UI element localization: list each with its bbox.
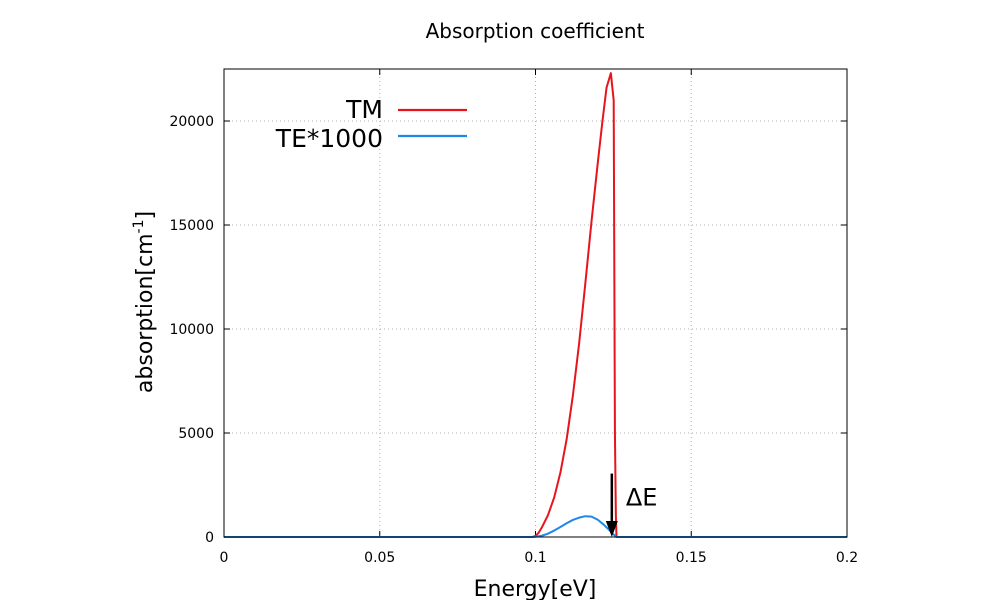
y-tick-label: 15000: [169, 218, 214, 234]
legend-label-tm: TM: [345, 95, 383, 124]
legend: TM TE*1000: [275, 95, 467, 153]
series-line-tm: [224, 72, 847, 538]
delta-e-arrow-head: [605, 521, 618, 537]
delta-e-annotation: ΔE: [605, 473, 658, 537]
y-axis-label: absorption[cm-1]: [131, 211, 158, 393]
y-tick-label: 20000: [169, 114, 214, 130]
plot-frame: [223, 68, 848, 538]
x-tick-label: 0.2: [836, 550, 858, 566]
legend-label-te: TE*1000: [275, 124, 383, 153]
y-tick-label: 5000: [178, 426, 214, 442]
x-tick-label: 0.05: [364, 550, 395, 566]
y-axis-label-base: absorption[cm: [133, 233, 158, 393]
y-axis-label-close: ]: [133, 211, 158, 220]
y-tick-label: 0: [205, 530, 214, 546]
label-layer: 0 0.05 0.1 0.15 0.2 0 5000 10000 15000 20000: [169, 114, 858, 566]
y-axis-label-superscript: -1: [131, 219, 147, 233]
x-axis-label: Energy[eV]: [474, 577, 597, 600]
delta-e-label: ΔE: [626, 484, 658, 512]
y-tick-label: 10000: [169, 322, 214, 338]
chart-title: Absorption coefficient: [426, 19, 645, 43]
x-tick-label: 0.15: [676, 550, 707, 566]
x-tick-label: 0: [220, 550, 229, 566]
x-tick-label: 0.1: [524, 550, 546, 566]
